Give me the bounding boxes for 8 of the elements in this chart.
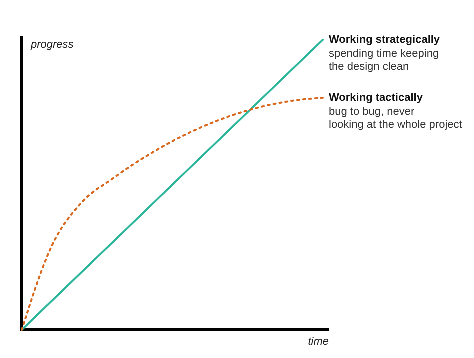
annotation: bug to bug, never — [329, 106, 415, 118]
series-label: Working tactically — [329, 92, 424, 104]
annotation: the design clean — [329, 61, 410, 73]
y-axis-title: progress — [30, 39, 74, 51]
annotation: looking at the whole project — [329, 119, 462, 131]
x-axis-title: time — [308, 336, 329, 348]
annotation: spending time keeping — [329, 48, 440, 60]
series-label: Working strategically — [329, 34, 441, 46]
